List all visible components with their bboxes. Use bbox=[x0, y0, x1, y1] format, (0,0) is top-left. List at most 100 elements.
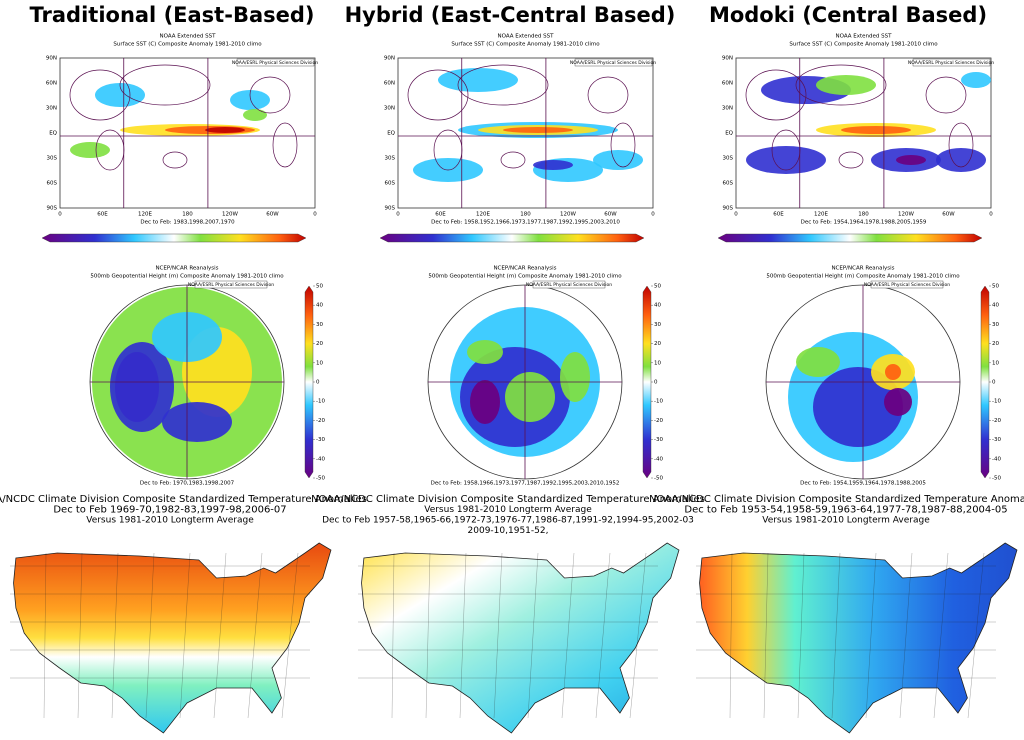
credit-box bbox=[870, 280, 944, 289]
height-anomaly bbox=[813, 367, 903, 447]
state-line bbox=[797, 552, 805, 719]
lat-label: 60S bbox=[723, 181, 734, 187]
temp-title-line: Dec to Feb 1969-70,1982-83,1997-98,2006-… bbox=[53, 505, 286, 516]
lon-label: 0 bbox=[313, 212, 317, 218]
continent bbox=[500, 151, 526, 169]
sst-anomaly bbox=[816, 75, 876, 95]
height-anomaly bbox=[505, 372, 555, 422]
state-line bbox=[425, 552, 431, 719]
sst-anomaly bbox=[230, 90, 270, 110]
colorbar-label: -10 bbox=[992, 399, 1001, 405]
height-anomaly bbox=[885, 364, 901, 380]
temp-title-line: 2009-10,1951-52, bbox=[468, 526, 549, 536]
temp-title-line: Dec to Feb 1957-58,1965-66,1972-73,1976-… bbox=[322, 516, 694, 526]
lon-label: 120W bbox=[222, 212, 238, 218]
lat-label: 30S bbox=[723, 156, 734, 162]
height-credit: NOAA/ESRL Physical Sciences Division bbox=[188, 282, 274, 288]
colorbar-label: -10 bbox=[654, 399, 663, 405]
column-title: Hybrid (East-Central Based) bbox=[345, 3, 676, 27]
state-line bbox=[561, 552, 575, 719]
height-anomaly bbox=[884, 388, 912, 416]
height-anomaly bbox=[470, 380, 500, 424]
continent bbox=[925, 76, 967, 114]
lat-label: 60N bbox=[46, 81, 57, 87]
lat-label: 60S bbox=[47, 181, 58, 187]
colorbar-label: 40 bbox=[316, 303, 323, 309]
state-line bbox=[213, 552, 227, 719]
continent bbox=[838, 151, 864, 169]
state-line bbox=[595, 552, 611, 719]
lon-label: 60E bbox=[773, 212, 784, 218]
sst-anomaly bbox=[70, 142, 110, 158]
lat-label: 60S bbox=[385, 181, 396, 187]
height-subtitle: 500mb Geopotential Height (m) Composite … bbox=[90, 274, 284, 280]
sst-colorbar bbox=[717, 233, 983, 243]
colorbar-label: 50 bbox=[316, 284, 323, 290]
state-line bbox=[391, 552, 395, 719]
height-colorbar bbox=[642, 285, 652, 479]
height-caption: Dec to Feb: 1954,1959,1964,1978,1988,200… bbox=[800, 481, 926, 487]
sst-subtitle: Surface SST (C) Composite Anomaly 1981-2… bbox=[113, 42, 262, 48]
sst-anomaly bbox=[896, 155, 926, 165]
sst-caption: Dec to Feb: 1958,1952,1966,1973,1977,198… bbox=[431, 220, 620, 226]
temp-title-line: Dec to Feb 1953-54,1958-59,1963-64,1977-… bbox=[684, 505, 1007, 516]
sst-credit: NOAA/ESRL Physical Sciences Division bbox=[570, 60, 656, 66]
lat-label: 30N bbox=[384, 106, 395, 112]
colorbar-label: 40 bbox=[992, 303, 999, 309]
height-colorbar bbox=[304, 285, 314, 479]
lat-label: EQ bbox=[387, 131, 395, 137]
lat-label: 90N bbox=[46, 56, 57, 62]
lat-label: 90N bbox=[722, 56, 733, 62]
continent bbox=[407, 69, 469, 121]
lon-label: 120E bbox=[476, 212, 490, 218]
lat-label: EQ bbox=[725, 131, 733, 137]
sst-anomaly bbox=[438, 68, 518, 92]
column: Traditional (East-Based) NOAA Extended SS… bbox=[0, 3, 367, 734]
lat-label: 90S bbox=[723, 206, 734, 212]
colorbar-label: 30 bbox=[654, 322, 661, 328]
height-subtitle: 500mb Geopotential Height (m) Composite … bbox=[766, 274, 960, 280]
sst-anomaly bbox=[95, 83, 145, 107]
colorbar-label: -30 bbox=[992, 437, 1001, 443]
lat-label: 90S bbox=[385, 206, 396, 212]
temp-title-line: NOAA/NCDC Climate Division Composite Sta… bbox=[311, 494, 705, 505]
column: Hybrid (East-Central Based) NOAA Extended… bbox=[311, 3, 705, 734]
colorbar-label: -50 bbox=[654, 476, 663, 482]
state-line bbox=[247, 552, 263, 719]
continent bbox=[795, 64, 887, 106]
continent bbox=[249, 76, 291, 114]
sst-credit: NOAA/ESRL Physical Sciences Division bbox=[232, 60, 318, 66]
continent bbox=[119, 64, 211, 106]
sst-source: NOAA Extended SST bbox=[836, 34, 893, 40]
continent bbox=[587, 76, 629, 114]
colorbar-label: 20 bbox=[316, 341, 323, 347]
continent bbox=[948, 122, 974, 168]
sst-source: NOAA Extended SST bbox=[160, 34, 217, 40]
lon-label: 0 bbox=[58, 212, 62, 218]
continent bbox=[457, 64, 549, 106]
height-caption: Dec to Feb: 1958,1966,1973,1977,1987,199… bbox=[431, 481, 620, 487]
continent bbox=[69, 69, 131, 121]
state-line bbox=[459, 552, 467, 719]
credit-box bbox=[236, 58, 315, 67]
state-line bbox=[865, 552, 877, 719]
height-caption: Dec to Feb: 1970,1983,1998,2007 bbox=[140, 481, 235, 487]
lon-label: 60E bbox=[435, 212, 446, 218]
colorbar-label: 40 bbox=[654, 303, 661, 309]
column-title: Modoki (Central Based) bbox=[709, 3, 987, 27]
sst-subtitle: Surface SST (C) Composite Anomaly 1981-2… bbox=[451, 42, 600, 48]
lon-label: 60W bbox=[604, 212, 617, 218]
height-anomaly bbox=[162, 402, 232, 442]
lon-label: 120W bbox=[898, 212, 914, 218]
colorbar-label: 30 bbox=[992, 322, 999, 328]
state-line bbox=[179, 552, 191, 719]
lat-label: 30N bbox=[46, 106, 57, 112]
temp-title-line: NOAA/NCDC Climate Division Composite Sta… bbox=[0, 494, 367, 505]
colorbar-label: 0 bbox=[654, 380, 658, 386]
sst-caption: Dec to Feb: 1983,1998,2007,1970 bbox=[140, 220, 235, 226]
sst-anomaly bbox=[593, 150, 643, 170]
lat-label: 90S bbox=[47, 206, 58, 212]
lat-label: 60N bbox=[722, 81, 733, 87]
state-line bbox=[111, 552, 119, 719]
sst-anomaly bbox=[746, 146, 826, 174]
